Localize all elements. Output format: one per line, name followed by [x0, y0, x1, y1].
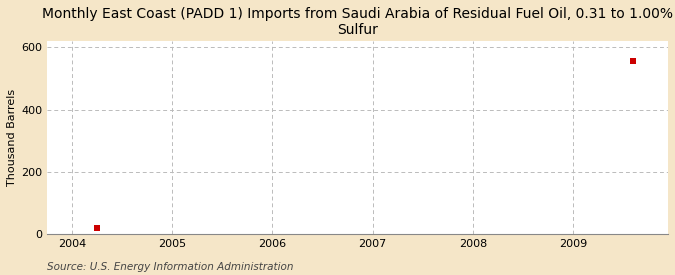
- Text: Source: U.S. Energy Information Administration: Source: U.S. Energy Information Administ…: [47, 262, 294, 272]
- Title: Monthly East Coast (PADD 1) Imports from Saudi Arabia of Residual Fuel Oil, 0.31: Monthly East Coast (PADD 1) Imports from…: [42, 7, 673, 37]
- Y-axis label: Thousand Barrels: Thousand Barrels: [7, 89, 17, 186]
